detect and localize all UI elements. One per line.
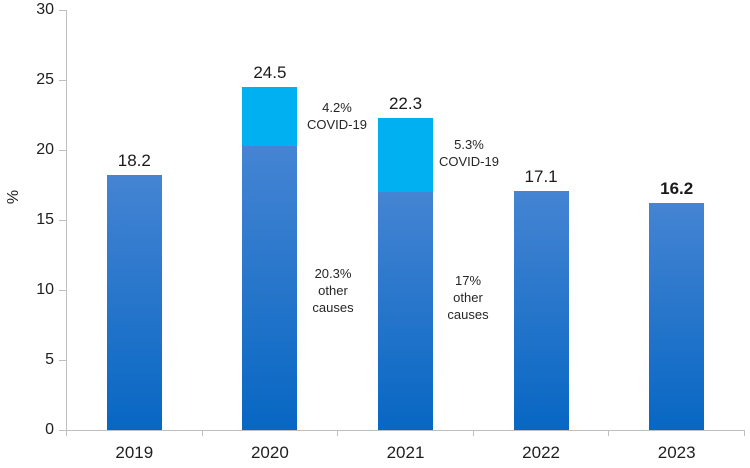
bar-segment-other-2019 <box>106 175 162 430</box>
bar-total-label-2023: 16.2 <box>660 179 694 199</box>
x-axis-tick <box>66 430 67 436</box>
annotation-line: 20.3% <box>314 266 352 281</box>
bar-segment-covid-2020 <box>242 87 298 146</box>
y-axis-tick-label: 15 <box>36 211 54 228</box>
bar-segment-covid-2021 <box>378 117 433 192</box>
annotation-line: COVID-19 <box>439 154 499 169</box>
x-axis-tick <box>744 430 745 436</box>
x-axis-category-label-2021: 2021 <box>386 443 425 462</box>
annotation-line: 5.3% <box>454 137 484 152</box>
bar-segment-other-2023 <box>649 203 705 430</box>
y-axis-tick-label: 25 <box>36 71 54 88</box>
annotation-line: COVID-19 <box>307 117 367 132</box>
bar-total-label-2020: 24.5 <box>253 63 287 82</box>
x-axis-category-label-2023: 2023 <box>657 443 696 462</box>
x-axis-tick <box>472 430 474 436</box>
y-axis-tick <box>59 10 67 11</box>
annotation-1: 5.3% COVID-19 <box>404 136 534 170</box>
y-axis-tick <box>59 150 67 151</box>
y-axis-tick <box>59 220 67 221</box>
x-axis-category-label-2022: 2022 <box>522 443 560 462</box>
y-axis-tick-label: 20 <box>36 141 54 158</box>
x-axis-line <box>66 430 745 431</box>
y-axis-tick <box>59 80 67 81</box>
y-axis-tick <box>59 430 67 431</box>
x-axis-tick <box>337 430 339 436</box>
y-axis-tick <box>59 290 67 291</box>
annotation-line: 17% <box>454 273 482 288</box>
annotation-2: 20.3% other causes <box>268 265 398 316</box>
x-axis-category-label-2019: 2019 <box>115 443 154 462</box>
annotation-line: other <box>453 290 483 305</box>
annotation-3: 17% other causes <box>403 272 533 323</box>
x-axis-tick <box>201 430 203 436</box>
bar-segment-other-2020 <box>242 145 298 430</box>
y-axis-tick-label: 30 <box>36 1 54 18</box>
annotation-line: causes <box>447 307 489 322</box>
y-axis-tick-label: 5 <box>45 351 54 368</box>
y-axis-tick-label: 0 <box>45 421 54 438</box>
x-axis-category-label-2020: 2020 <box>250 443 289 462</box>
annotation-line: 4.2% <box>322 100 352 115</box>
annotation-line: causes <box>312 300 354 315</box>
bar-segment-other-2021 <box>378 192 433 430</box>
x-axis-tick <box>608 430 610 436</box>
bar-total-label-2019: 18.2 <box>117 151 151 171</box>
annotation-0: 4.2% COVID-19 <box>272 99 402 133</box>
y-axis-tick-label: 10 <box>36 281 54 298</box>
bar-total-label-2021: 22.3 <box>388 93 423 113</box>
y-axis-tick <box>59 360 67 361</box>
bar-total-label-2022: 17.1 <box>524 166 558 186</box>
bar-segment-other-2022 <box>513 190 569 430</box>
annotation-line: other <box>318 283 348 298</box>
